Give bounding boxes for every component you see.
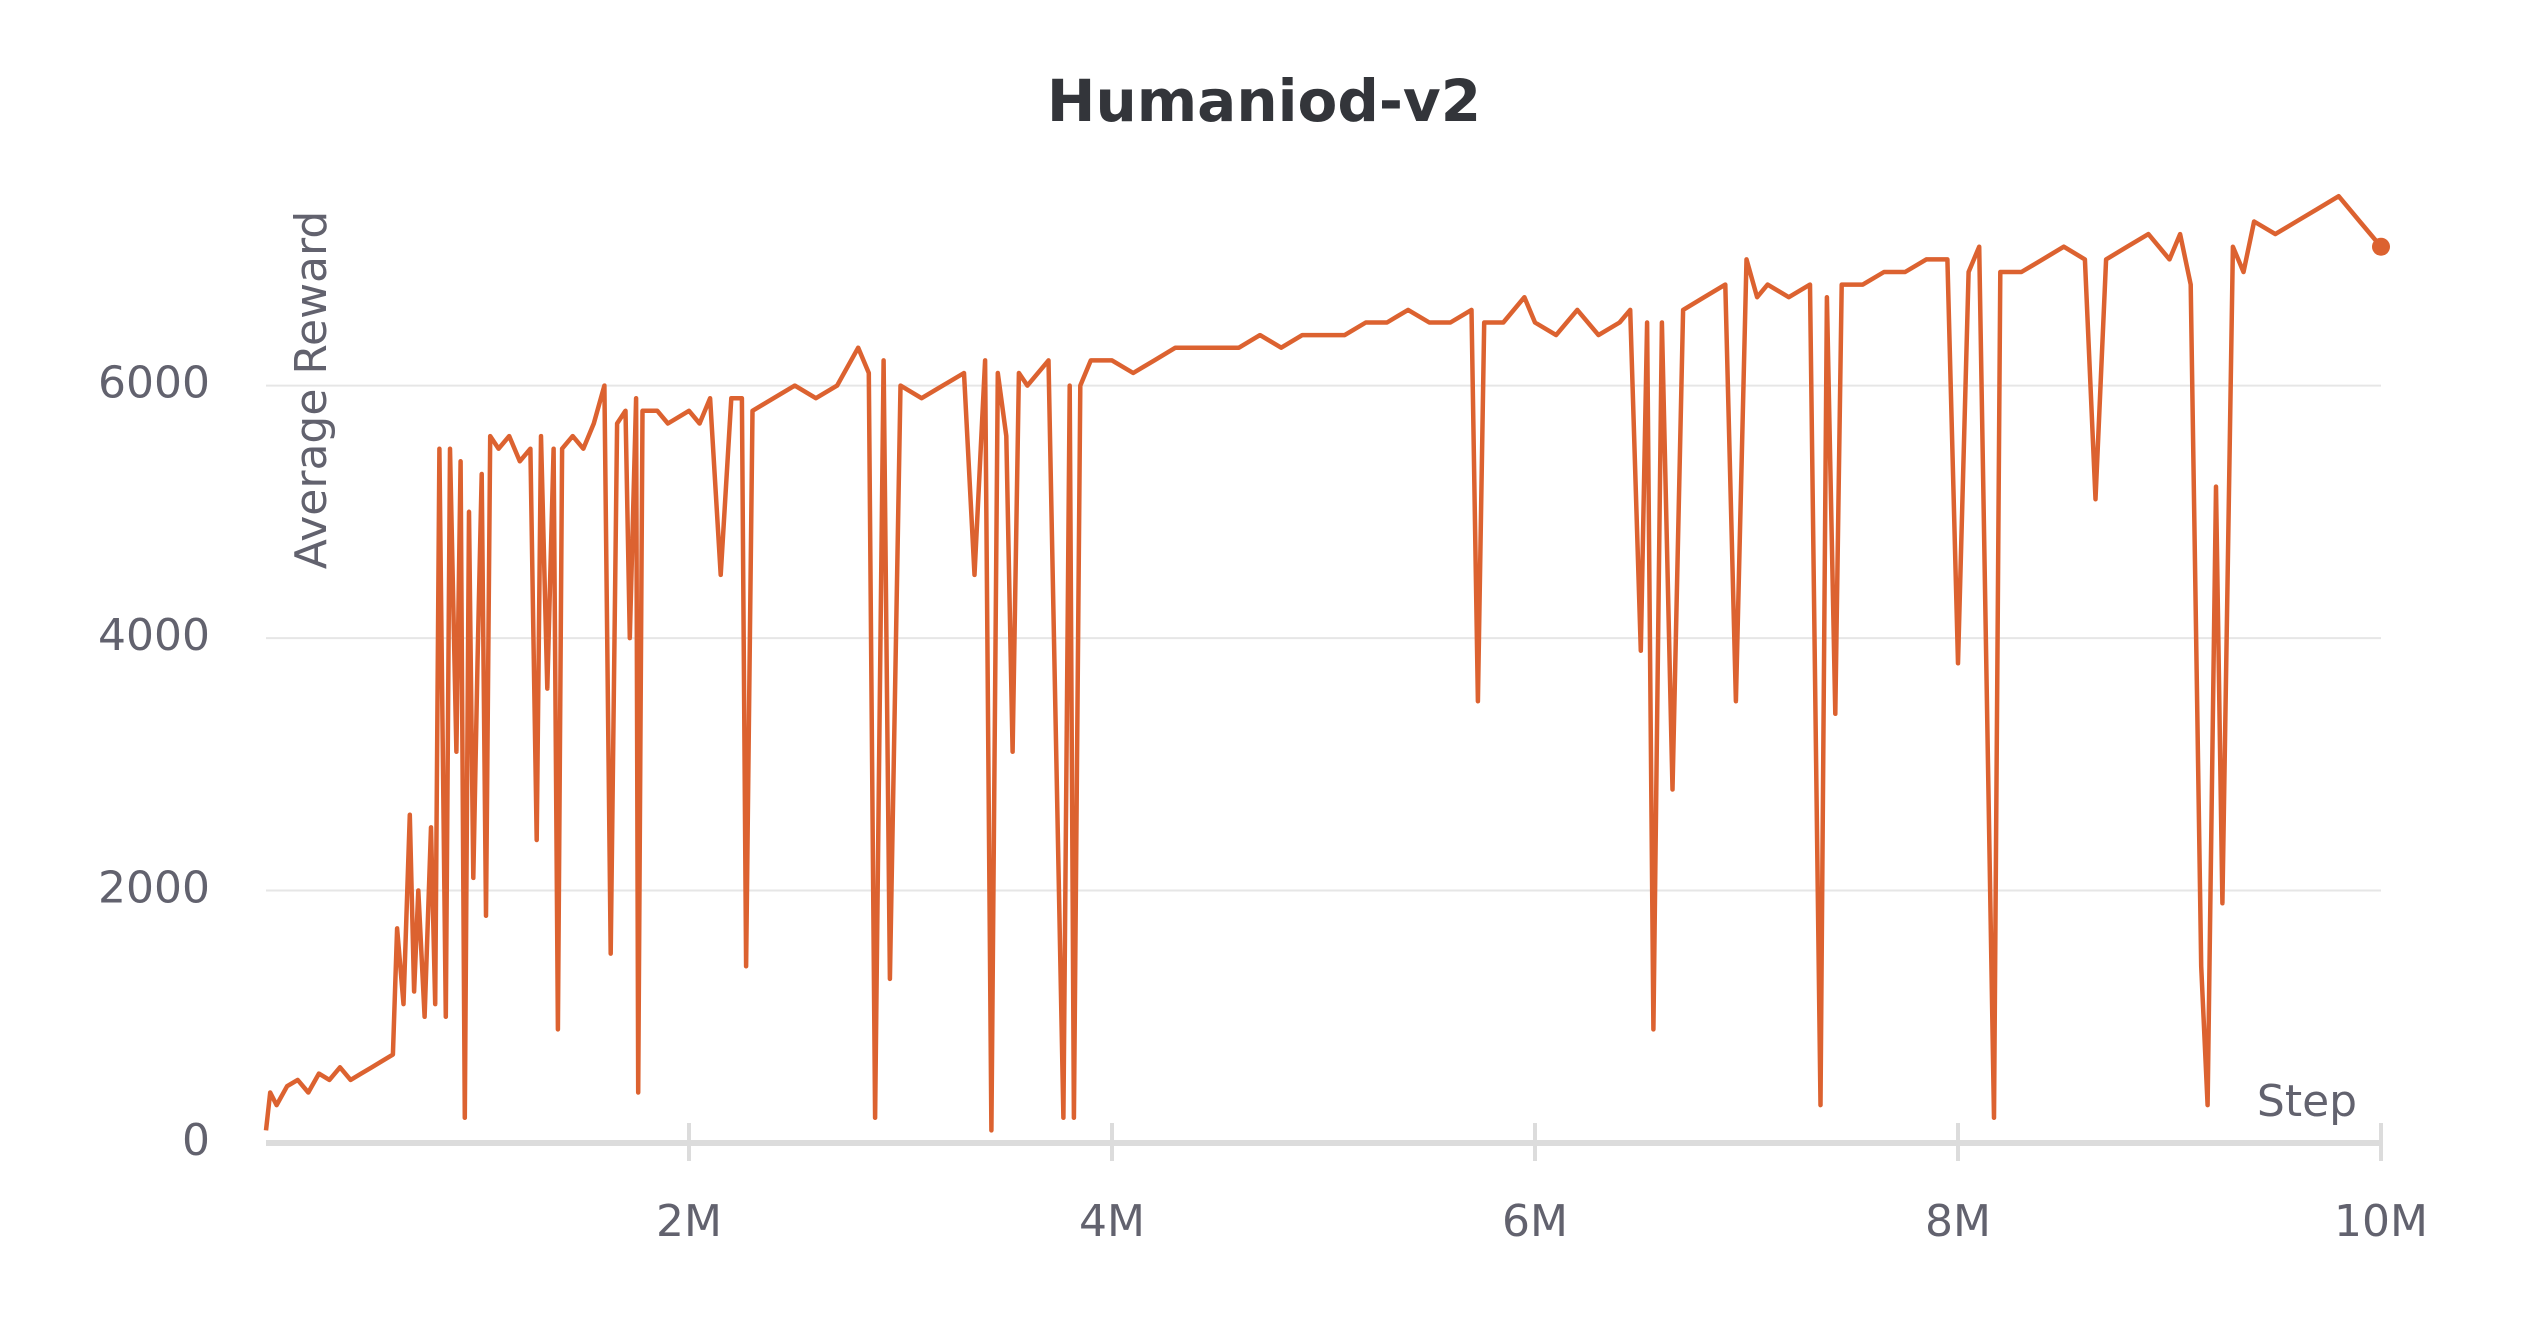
y-tick-label: 2000 (98, 863, 210, 914)
x-tick-label: 2M (656, 1196, 722, 1247)
y-tick-label: 6000 (98, 358, 210, 409)
y-tick-label: 4000 (98, 610, 210, 661)
x-tick-label: 6M (1502, 1196, 1568, 1247)
y-tick-label: 0 (182, 1115, 210, 1166)
x-tick-label: 8M (1925, 1196, 1991, 1247)
chart-title: Humaniod-v2 (1047, 67, 1481, 135)
x-axis-label: Step (2257, 1076, 2357, 1127)
y-axis-label: Average Reward (286, 211, 337, 570)
x-tick-label: 4M (1079, 1196, 1145, 1247)
data-line (263, 193, 2383, 1133)
x-tick-label: 10M (2334, 1196, 2428, 1247)
end-point (2372, 237, 2390, 256)
